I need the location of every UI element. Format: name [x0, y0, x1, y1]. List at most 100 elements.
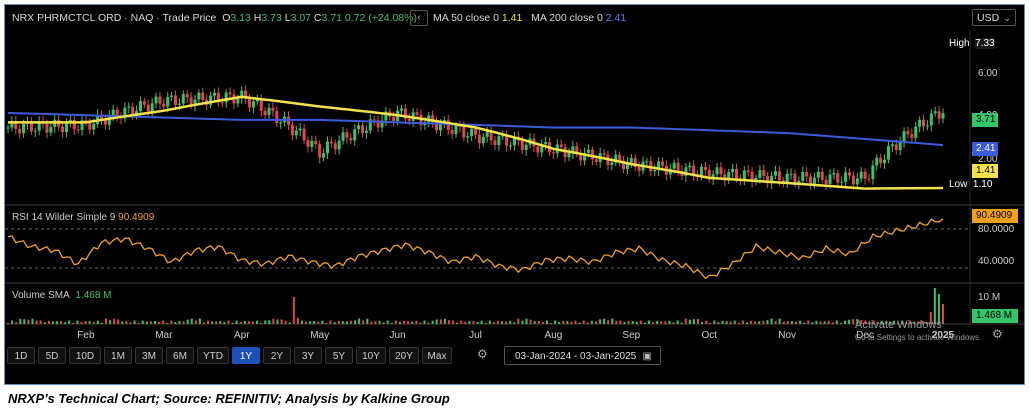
candle-body — [6, 127, 10, 129]
volume-bar — [839, 322, 842, 324]
currency-select[interactable]: USD ⌄ — [972, 9, 1016, 26]
volume-bar — [937, 294, 940, 324]
range-button-20y[interactable]: 20Y — [389, 347, 419, 364]
volume-bar — [386, 320, 389, 324]
figure-caption: NRXP’s Technical Chart; Source: REFINITI… — [8, 391, 450, 406]
candle-body — [318, 144, 322, 158]
range-button-1m[interactable]: 1M — [104, 347, 132, 364]
candle-body — [579, 153, 583, 161]
volume-bar — [407, 321, 410, 324]
range-button-1d[interactable]: 1D — [7, 347, 35, 364]
volume-bar — [901, 320, 904, 324]
volume-bar — [149, 321, 152, 324]
volume-bar — [729, 321, 732, 324]
volume-bar — [541, 322, 544, 324]
candle-body — [801, 172, 805, 181]
ma200-tag: 2.41 — [972, 142, 998, 156]
rsi-value: 90.4909 — [118, 212, 155, 223]
volume-bar — [272, 318, 275, 324]
volume-bar — [668, 320, 671, 324]
volume-bar — [550, 322, 553, 324]
range-button-ytd[interactable]: YTD — [197, 347, 229, 364]
candle-body — [805, 172, 809, 177]
volume-bar — [521, 320, 524, 324]
chart-canvas[interactable]: 6.00 4.00 2.00 80.0000 40.0000 10 M FebM… — [0, 0, 1029, 345]
candle-body — [22, 123, 26, 134]
candle-body — [536, 146, 540, 153]
range-button-2y[interactable]: 2Y — [263, 347, 291, 364]
x-tick-label: Dec — [856, 330, 874, 341]
volume-bar — [333, 322, 336, 324]
collapse-legend-button[interactable]: ‹ — [410, 10, 428, 26]
volume-bar — [39, 320, 42, 324]
candle-body — [699, 166, 703, 176]
candle-body — [742, 170, 746, 180]
volume-bar — [795, 321, 798, 324]
candle-body — [583, 152, 587, 161]
candle-body — [875, 158, 879, 166]
candle-body — [890, 144, 894, 147]
range-button-max[interactable]: Max — [422, 347, 452, 364]
volume-bar — [378, 320, 381, 324]
volume-bar — [423, 320, 426, 324]
volume-bar — [23, 319, 26, 324]
range-button-5d[interactable]: 5D — [38, 347, 66, 364]
volume-value: 1.468 M — [75, 290, 112, 301]
candle-body — [310, 140, 314, 147]
volume-bar — [631, 321, 634, 324]
gear-icon[interactable]: ⚙ — [477, 347, 488, 361]
volume-bar — [525, 318, 528, 324]
candle-body — [918, 119, 922, 127]
volume-bar — [447, 320, 450, 324]
candle-body — [863, 171, 867, 179]
range-button-3y[interactable]: 3Y — [294, 347, 322, 364]
candle-body — [493, 140, 497, 145]
volume-bar — [394, 320, 397, 324]
volume-bar — [239, 321, 242, 324]
candle-body — [474, 128, 477, 135]
candle-body — [131, 106, 135, 115]
volume-bar — [574, 320, 577, 324]
volume-bar — [496, 320, 499, 324]
x-tick-label: Feb — [77, 330, 95, 341]
range-button-5y[interactable]: 5Y — [325, 347, 353, 364]
date-range-picker[interactable]: 03-Jan-2024 - 03-Jan-2025 ▣ — [504, 346, 661, 365]
candle-body — [49, 127, 53, 133]
volume-bar — [562, 320, 565, 324]
open-value: 3.13 — [230, 12, 251, 24]
range-button-3m[interactable]: 3M — [135, 347, 163, 364]
volume-bar — [190, 318, 193, 324]
volume-bar — [733, 320, 736, 324]
volume-bar — [848, 319, 851, 324]
candle-body — [290, 124, 294, 136]
volume-bar — [235, 320, 238, 324]
candle-body — [181, 94, 185, 104]
candle-body — [797, 180, 801, 184]
volume-bar — [876, 322, 879, 324]
x-tick-label: Mar — [155, 330, 173, 341]
low-value: 3.07 — [290, 12, 311, 24]
range-button-6m[interactable]: 6M — [166, 347, 194, 364]
candle-body — [271, 107, 275, 111]
candle-body — [886, 146, 890, 160]
settings-icon[interactable]: ⚙ — [992, 327, 1003, 341]
volume-bar — [15, 322, 18, 324]
volume-bar — [292, 297, 295, 324]
volume-bar — [709, 322, 712, 324]
volume-bar — [807, 320, 810, 324]
range-button-1y[interactable]: 1Y — [232, 347, 260, 364]
candle-body — [438, 123, 442, 131]
volume-bar — [872, 320, 875, 324]
candle-body — [551, 152, 555, 154]
candle-body — [80, 120, 84, 130]
candle-body — [177, 103, 181, 105]
candle-body — [586, 149, 590, 153]
candle-body — [688, 165, 692, 168]
volume-bar — [893, 320, 896, 324]
price-tick: 6.00 — [978, 68, 998, 79]
volume-bar — [223, 322, 226, 324]
volume-bar — [529, 319, 532, 324]
range-button-10y[interactable]: 10Y — [356, 347, 386, 364]
volume-bar — [113, 318, 116, 324]
range-button-10d[interactable]: 10D — [69, 347, 101, 364]
